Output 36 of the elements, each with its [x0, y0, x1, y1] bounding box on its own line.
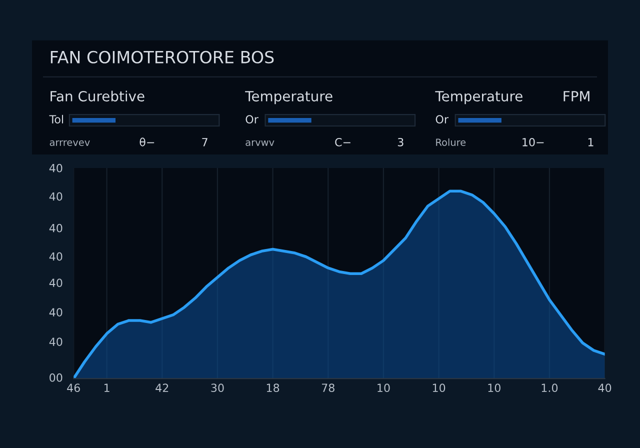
x-tick-label: 30: [211, 384, 224, 392]
text: θ−: [140, 138, 154, 146]
text: 00: [50, 373, 62, 382]
text: 40: [49, 308, 62, 317]
text: Tol: [49, 114, 64, 124]
x-tick-label: 10: [432, 384, 446, 392]
text: Temperature: [245, 91, 332, 104]
text: 1: [588, 138, 594, 146]
text: 40: [49, 252, 62, 261]
text: C−: [335, 138, 350, 146]
x-tick-label: 42: [156, 384, 168, 392]
text: 7: [202, 138, 208, 146]
x-tick-label: 46: [67, 384, 80, 392]
text: FPM: [564, 91, 590, 102]
text: 40: [49, 278, 62, 288]
text: 3: [398, 138, 404, 146]
x-tick-label: 18: [266, 384, 280, 392]
x-tick-label: 1.0: [542, 384, 558, 392]
text: Or: [436, 115, 449, 124]
text: arrrevev: [50, 140, 90, 146]
x-tick-label: 40: [598, 384, 612, 392]
text: 40: [49, 164, 62, 172]
x-tick-label: 10: [488, 384, 500, 392]
text: 40: [49, 192, 62, 201]
x-tick-label: 10: [378, 384, 390, 392]
x-tick-label: 78: [322, 384, 334, 392]
text: Temperature: [435, 91, 522, 104]
text: Fan Curebtive: [50, 90, 144, 102]
text: 10−: [522, 138, 544, 146]
text: 40: [49, 224, 62, 232]
text: Or: [246, 115, 258, 124]
text: 40: [49, 338, 62, 346]
text: Rolure: [436, 138, 466, 146]
x-tick-label: 1: [104, 384, 110, 392]
text: FAN COIMOTEROTORE BOS: [50, 50, 274, 64]
text: arvwv: [246, 140, 274, 146]
